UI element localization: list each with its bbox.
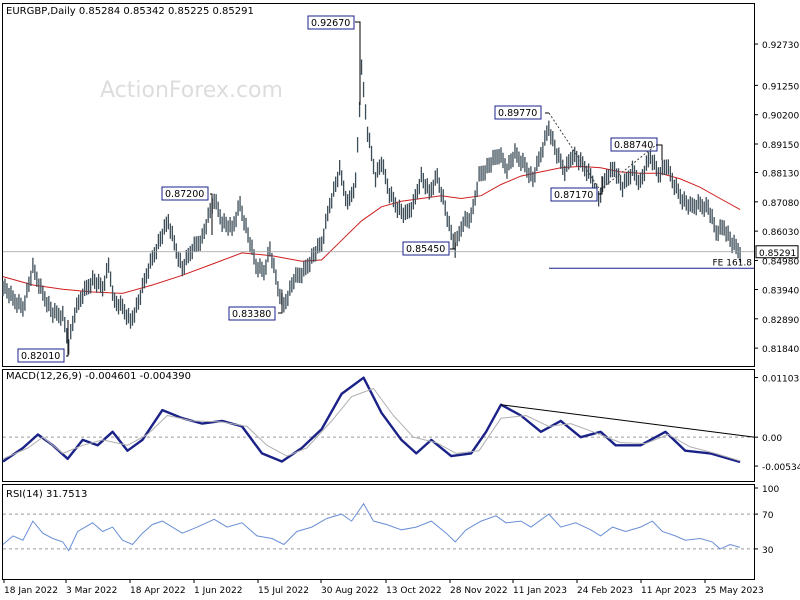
annotation-label: 0.89770 [498,108,537,119]
watermark: ActionForex.com [100,78,283,103]
x-tick-label: 3 Mar 2022 [66,586,117,596]
macd-panel-title: MACD(12,26,9) -0.004601 -0.004390 [6,371,191,382]
x-tick-label: 18 Jan 2022 [4,586,58,596]
rsi-line [2,502,741,552]
annotation-box [494,105,542,120]
panel-1-frame [2,369,755,482]
rsi-panel-title: RSI(14) 31.7513 [6,489,87,500]
annotation-box [17,348,65,363]
annotation-leader [210,193,213,235]
annotation-leader [278,293,283,314]
annotation-leader [355,21,361,105]
x-tick-label: 11 Jan 2023 [513,586,567,596]
rsi-y-tick-label: 70 [762,511,774,521]
price-panel-title: EURGBP,Daily 0.85284 0.85342 0.85225 0.8… [6,6,254,17]
x-tick-label: 11 Apr 2023 [641,586,697,596]
macd-trendline [500,404,755,438]
price-y-tick-label: 0.88130 [762,169,799,179]
x-tick-label: 18 Apr 2022 [130,586,186,596]
price-y-tick-label: 0.87080 [762,199,799,209]
macd-series-signal [2,388,741,462]
price-y-tick-label: 0.91250 [762,82,799,92]
panel-2-frame [2,484,755,580]
price-y-tick-label: 0.89150 [762,141,799,151]
panel-frames [2,3,755,580]
x-tick-label: 30 Aug 2022 [321,586,379,596]
x-tick-label: 13 Oct 2022 [386,586,442,596]
axes: 0.92730 0.91250 0.90200 0.89150 0.88130 0.870… [3,41,800,596]
macd-y-tick-label: 0.011031 [762,375,800,385]
annotation-label: 0.87170 [554,190,593,201]
x-tick-label: 25 May 2023 [705,586,764,596]
macd-series-macd [2,376,741,464]
current-price-box [755,245,799,259]
annotation-leader [66,320,69,357]
fe-label: FE 161.8 [713,258,753,268]
price-y-tick-label: 0.86030 [762,228,799,238]
x-tick-label: 15 Jul 2022 [258,586,309,596]
x-tick-label: 1 Jun 2022 [194,586,242,596]
annotation-label: 0.88740 [614,140,653,151]
price-y-tick-label: 0.83940 [762,286,799,296]
macd-y-tick-label: -0.005345 [762,463,800,473]
swing-line [548,112,601,191]
annotation-leader [450,232,456,250]
annotation-leader [598,176,603,195]
annotation-label: 0.87200 [165,189,204,200]
annotation-label: 0.92670 [311,18,350,29]
annotation-leader [656,144,663,160]
chart-marks: 0.85291 FE 161.8 0.92670 0.89770 0.88740 0.87… [2,15,799,552]
price-y-tick-label: 0.81840 [762,345,799,355]
x-tick-label: 28 Nov 2022 [450,586,508,596]
price-y-tick-label: 0.92730 [762,41,799,51]
annotation-box [228,306,276,321]
macd-y-tick-label: 0.00 [762,434,782,444]
annotation-label: 0.83380 [232,309,271,320]
annotation-box [402,241,450,256]
annotation-box [550,187,598,202]
moving-average-line [2,165,741,294]
rsi-y-tick-label: 100 [762,485,779,495]
annotation-label: 0.85450 [406,244,445,255]
price-y-tick-label: 0.82890 [762,316,799,326]
annotation-box [161,186,209,201]
rsi-y-tick-label: 30 [762,546,774,556]
price-y-tick-label: 0.84980 [762,257,799,267]
panel-0-frame [2,3,755,367]
annotation-box [307,15,355,30]
x-tick-label: 24 Feb 2023 [577,586,633,596]
annotation-label: 0.82010 [21,351,60,362]
current-price-label: 0.85291 [759,249,796,259]
price-y-tick-label: 0.90200 [762,112,799,122]
